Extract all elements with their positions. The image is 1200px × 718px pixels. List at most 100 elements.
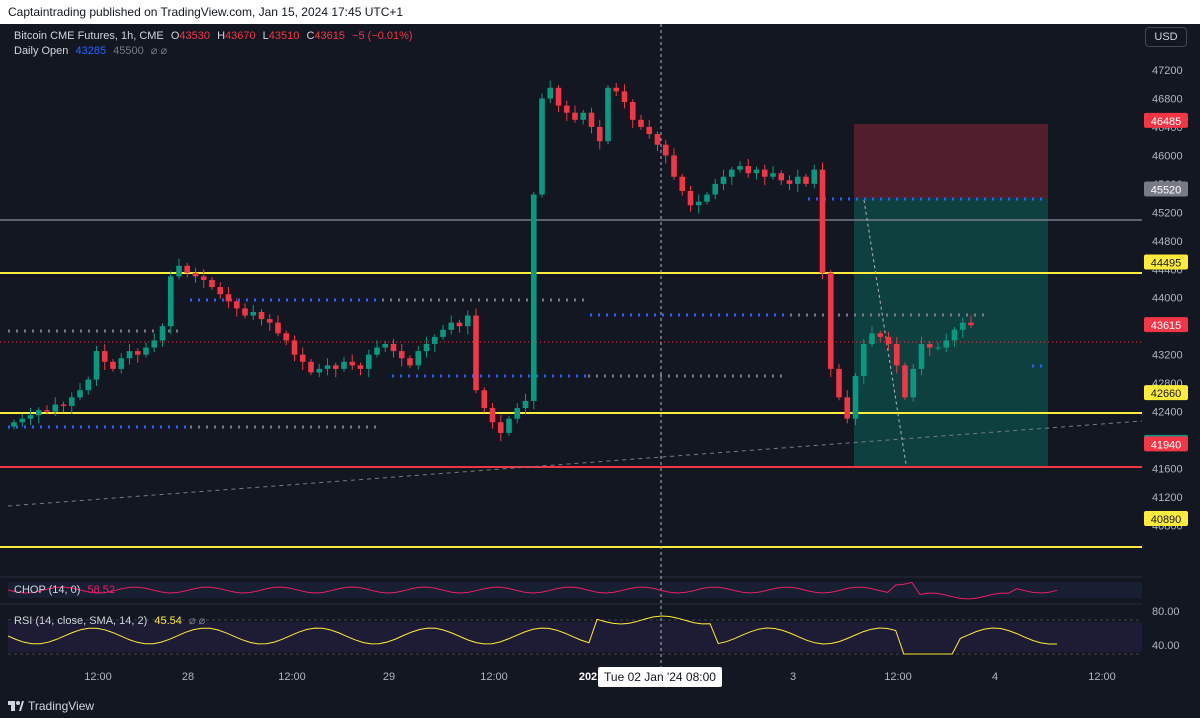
candle [126,343,133,365]
candle [167,271,174,335]
candle [860,339,867,385]
candle [654,131,661,152]
candle [349,354,356,370]
candle [778,170,785,185]
candle [926,341,933,356]
x-label: 29 [382,671,396,683]
candle [753,166,760,180]
candle [530,191,537,410]
svg-text:45520: 45520 [1151,185,1182,197]
candle [291,335,298,362]
candle [415,346,422,370]
svg-text:44495: 44495 [1151,258,1182,270]
candle [563,100,570,121]
trendline[interactable] [7,420,1143,507]
candle [555,84,562,112]
price-tag-46485: 46485 [1144,112,1188,128]
high-value: 43670 [225,30,256,42]
price-tick-label: 45200 [1152,207,1183,219]
x-label: 12:00 [84,671,112,683]
candle [662,139,669,164]
candle [283,330,290,346]
candle [943,333,950,353]
candle [184,262,191,278]
candle [398,343,405,367]
candle [588,107,595,134]
low-label: L [262,30,269,42]
candle [118,353,125,374]
low-value: 43510 [268,30,300,42]
candle [382,341,389,353]
candle [968,315,974,328]
candle [68,392,75,415]
x-label: 202 [578,671,598,683]
candle [233,298,240,317]
candle [299,347,306,370]
candle [308,358,314,376]
candle [621,84,628,109]
chart-svg[interactable]: 4720046800464004600045600452004480044400… [0,24,1200,694]
symbol-title: Bitcoin CME Futures, 1h, CME [14,30,164,42]
candle [192,267,199,283]
price-tick-label: 46800 [1152,93,1183,105]
rsi-value: 45.54 [154,615,182,627]
candle [951,326,958,347]
candle [464,310,471,335]
candle [902,362,908,401]
candle [572,105,578,123]
price-axis[interactable]: 4720046800464004600045600452004480044400… [1152,65,1183,532]
candle [316,363,323,378]
candle [836,363,842,401]
candlestick-series[interactable] [11,80,974,442]
candle [390,339,397,358]
rsi-band [8,622,1142,652]
currency-button[interactable]: USD [1145,27,1187,47]
candle [885,331,892,351]
x-label: 12:00 [278,671,306,683]
rsi-line [7,615,1058,655]
candle [11,419,17,430]
candle [497,415,504,442]
chart-area[interactable]: 4720046800464004600045600452004480044400… [0,24,1200,694]
candle [143,342,149,358]
candle [101,343,108,370]
candle [440,324,446,340]
price-tick-label: 47200 [1152,65,1183,77]
candle [176,258,182,280]
rsi-label: RSI (14, close, SMA, 14, 2) [14,615,148,627]
price-tick-label: 43200 [1152,350,1183,362]
open-label: O [170,30,180,42]
candle [448,315,455,335]
svg-text:42660: 42660 [1151,388,1182,400]
candle [745,158,752,178]
candle [704,191,710,205]
candle [35,407,42,424]
candle [646,119,653,139]
daily-open-icons: ⌀ ⌀ [150,45,168,57]
rsi-level-40: 40.00 [1152,640,1180,652]
candle [712,178,719,200]
price-tag-44495: 44495 [1144,254,1188,270]
candle [770,166,776,180]
chop-line [7,581,1058,600]
price-tag-42660: 42660 [1144,385,1188,401]
svg-text:40890: 40890 [1151,514,1182,526]
x-label: 28 [181,671,195,683]
candle [596,119,603,150]
candle [258,309,265,326]
candle [473,308,479,394]
chop-label: CHOP (14, 0) [14,584,81,596]
close-label: C [306,30,315,42]
stop-zone[interactable] [854,124,1048,198]
daily-open-value-1: 43285 [75,45,107,57]
candle [522,393,529,415]
symbol-legend: Bitcoin CME Futures, 1h, CME O43530 H436… [14,30,417,42]
footer-bar: TradingView [0,694,1200,718]
candle [811,164,818,189]
candle [910,363,917,402]
price-tick-label: 41200 [1152,492,1183,504]
candle [200,269,207,289]
brand-name: TradingView [28,699,95,713]
target-zone[interactable] [854,198,1048,466]
candle [225,287,232,308]
